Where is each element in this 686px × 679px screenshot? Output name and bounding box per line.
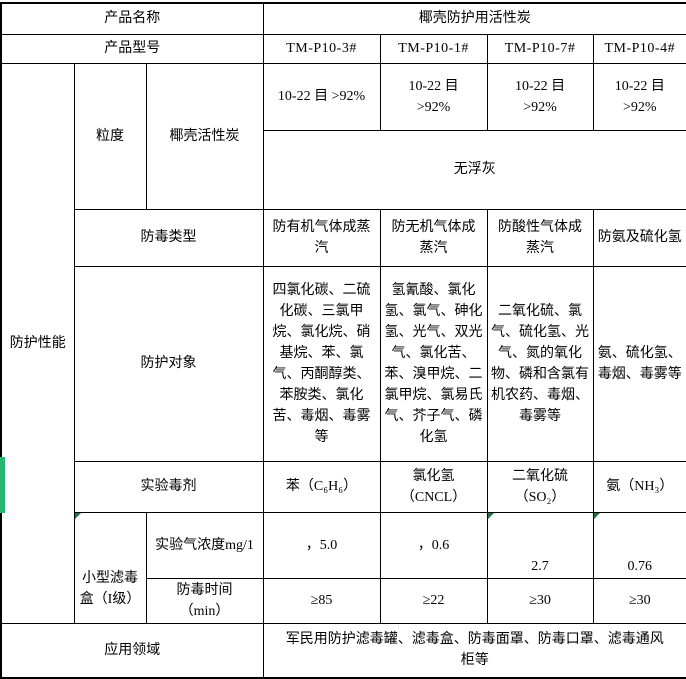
- cell-time-label[interactable]: 防毒时间 （min）: [145, 577, 264, 624]
- cell-poison-type-label[interactable]: 防毒类型: [73, 208, 264, 267]
- cell-concentration-4[interactable]: 0.76: [592, 511, 686, 579]
- cell-product-name-value[interactable]: 椰壳防护用活性炭: [262, 2, 686, 35]
- cell-granularity-label[interactable]: 粒度: [73, 62, 147, 210]
- error-flag-icon: [488, 513, 494, 519]
- cell-concentration-2[interactable]: ，0.6: [379, 511, 488, 579]
- row-application: 应用领域 军民用防护滤毒罐、滤毒盒、防毒面罩、防毒口罩、滤毒通风 柜等: [0, 622, 686, 679]
- cell-time-1[interactable]: ≥85: [262, 577, 381, 624]
- row-concentration: 小型滤毒盒（I级） 实验气浓度mg/1 ，5.0 ，0.6 2.7 0.76: [1, 511, 686, 624]
- cell-concentration-label[interactable]: 实验气浓度mg/1: [145, 511, 264, 579]
- cell-time-4[interactable]: ≥30: [592, 577, 686, 624]
- error-flag-icon: [594, 513, 600, 519]
- cell-protect-objects-2[interactable]: 氢氰酸、氯化氢、氯气、砷化氢、光气、双光气、氯化苦、苯、溴甲烷、二氯甲烷、氯易氏…: [379, 265, 488, 462]
- error-flag-icon: [75, 513, 81, 519]
- cell-performance-header[interactable]: 防护性能: [0, 62, 75, 624]
- cell-protect-objects-1[interactable]: 四氯化碳、二硫化碳、三氯甲烷、氯化烷、硝基烷、苯、氯气、丙酮醇类、苯胺类、氯化苦…: [262, 265, 381, 462]
- cell-test-agent-label[interactable]: 实验毒剂: [73, 460, 264, 513]
- cell-poison-type-1[interactable]: 防有机气体成蒸 汽: [262, 208, 381, 267]
- cell-model-2[interactable]: TM-P10-1#: [379, 33, 488, 64]
- cell-mesh-1[interactable]: 10-22 目 >92%: [262, 62, 381, 131]
- cell-concentration-1[interactable]: ，5.0: [262, 511, 381, 579]
- cell-mesh-2[interactable]: 10-22 目 >92%: [379, 62, 488, 131]
- cell-time-3[interactable]: ≥30: [486, 577, 594, 624]
- cell-poison-type-4[interactable]: 防氨及硫化氢: [592, 208, 686, 267]
- row-no-ash: 无浮灰: [1, 129, 686, 210]
- cell-test-agent-1[interactable]: 苯（C₆H₆）: [262, 460, 381, 513]
- cell-poison-type-3[interactable]: 防酸性气体成 蒸汽: [486, 208, 594, 267]
- cell-carbon-label[interactable]: 椰壳活性炭: [145, 62, 264, 210]
- cell-concentration-3[interactable]: 2.7: [486, 511, 594, 579]
- cell-application-label[interactable]: 应用领域: [0, 622, 264, 679]
- cell-test-agent-3[interactable]: 二氧化硫 （SO₂）: [486, 460, 594, 513]
- cell-model-4[interactable]: TM-P10-4#: [592, 33, 686, 64]
- row-test-agent: 实验毒剂 苯（C₆H₆） 氯化氢 （CNCL） 二氧化硫 （SO₂） 氨（NH₃…: [1, 460, 686, 513]
- cell-model-1[interactable]: TM-P10-3#: [262, 33, 381, 64]
- small-box-label-text: 小型滤毒盒（I级）: [79, 570, 141, 607]
- cell-mesh-3[interactable]: 10-22 目 >92%: [486, 62, 594, 131]
- cell-protect-objects-4[interactable]: 氨、硫化氢、毒烟、毒雾等: [592, 265, 686, 462]
- cell-protect-label[interactable]: 防护对象: [73, 265, 264, 462]
- cell-product-name-label[interactable]: 产品名称: [0, 2, 264, 35]
- cell-time-2[interactable]: ≥22: [379, 577, 488, 624]
- row-product-name: 产品名称 椰壳防护用活性炭: [0, 2, 686, 35]
- row-mesh: 防护性能 粒度 椰壳活性炭 10-22 目 >92% 10-22 目 >92% …: [0, 62, 686, 624]
- cell-product-model-label[interactable]: 产品型号: [0, 33, 264, 64]
- cell-application-value[interactable]: 军民用防护滤毒罐、滤毒盒、防毒面罩、防毒口罩、滤毒通风 柜等: [262, 622, 686, 679]
- cell-test-agent-2[interactable]: 氯化氢 （CNCL）: [379, 460, 488, 513]
- row-protect-objects: 防护对象 四氯化碳、二硫化碳、三氯甲烷、氯化烷、硝基烷、苯、氯气、丙酮醇类、苯胺…: [1, 265, 686, 462]
- cell-model-3[interactable]: TM-P10-7#: [486, 33, 594, 64]
- cell-no-ash[interactable]: 无浮灰: [262, 129, 686, 210]
- row-poison-type: 防毒类型 防有机气体成蒸 汽 防无机气体成 蒸汽 防酸性气体成 蒸汽 防氨及硫化…: [1, 208, 686, 267]
- row-protection-time: 防毒时间 （min） ≥85 ≥22 ≥30 ≥30: [1, 577, 686, 624]
- left-edge-green-marker: [0, 457, 5, 513]
- concentration-3-text: 2.7: [531, 558, 549, 574]
- concentration-4-text: 0.76: [627, 558, 653, 574]
- cell-poison-type-2[interactable]: 防无机气体成 蒸汽: [379, 208, 488, 267]
- row-product-model: 产品型号 TM-P10-3# TM-P10-1# TM-P10-7# TM-P1…: [0, 33, 686, 64]
- cell-mesh-4[interactable]: 10-22 目 >92%: [592, 62, 686, 131]
- cell-small-box-label[interactable]: 小型滤毒盒（I级）: [73, 511, 147, 624]
- cell-protect-objects-3[interactable]: 二氧化硫、氯气、硫化氢、光气、氮的氧化物、磷和含氯有机农药、毒烟、毒雾等: [486, 265, 594, 462]
- cell-test-agent-4[interactable]: 氨（NH₃）: [592, 460, 686, 513]
